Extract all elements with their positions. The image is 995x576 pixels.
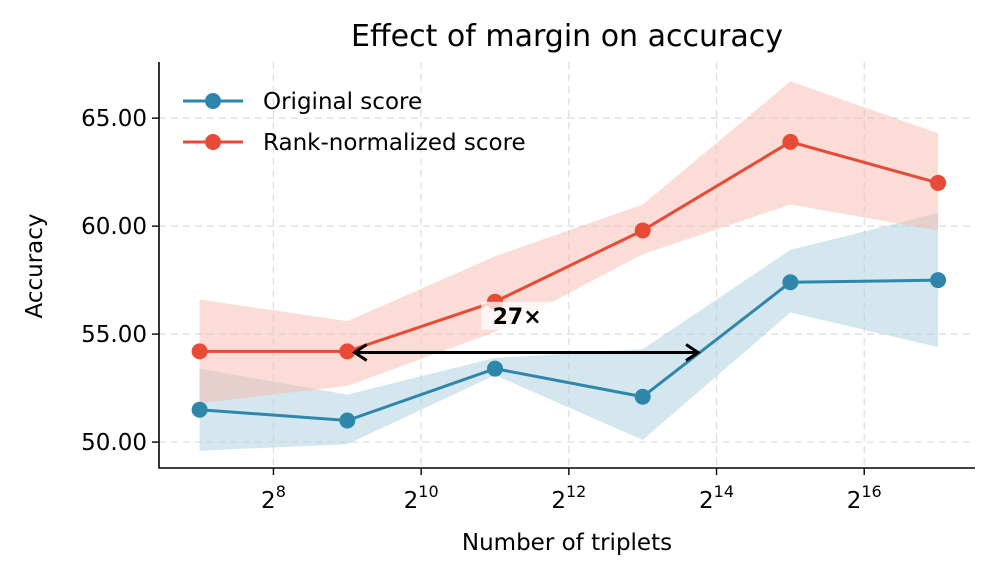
y-tick-label: 50.00 <box>81 430 147 456</box>
line-rank-normalized <box>199 140 939 353</box>
annotation-label: 27× <box>493 305 542 330</box>
point-original <box>634 388 651 405</box>
confidence-bands <box>199 81 939 451</box>
point-original <box>191 401 208 418</box>
y-tick-label: 60.00 <box>81 214 147 240</box>
point-original <box>339 412 356 429</box>
y-tick-label: 65.00 <box>81 106 147 132</box>
x-tick-label: 212 <box>551 482 586 514</box>
point-rank-normalized <box>634 222 651 239</box>
legend-marker-rank-normalized <box>205 134 221 150</box>
point-rank-normalized <box>930 174 947 191</box>
point-rank-normalized <box>191 343 208 360</box>
x-tick-label: 216 <box>847 482 882 514</box>
point-rank-normalized <box>339 343 356 360</box>
band-rank-normalized <box>199 81 939 404</box>
x-ticks: 28 210 212 214 216 <box>261 468 882 514</box>
chart-title: Effect of margin on accuracy <box>351 19 783 54</box>
series-markers <box>191 133 947 429</box>
axes <box>158 62 975 469</box>
x-tick-label: 210 <box>404 482 439 514</box>
point-rank-normalized <box>782 133 799 150</box>
annotation-arrowhead-right <box>685 343 701 362</box>
band-original <box>199 213 939 451</box>
annotation: 27× <box>351 301 701 362</box>
point-original <box>782 274 799 291</box>
y-axis-label: Accuracy <box>22 213 48 318</box>
legend-marker-original <box>205 93 221 109</box>
y-tick-label: 55.00 <box>81 322 147 348</box>
y-ticks: 50.00 55.00 60.00 65.00 <box>81 106 159 456</box>
legend: Original score Rank-normalized score <box>183 89 526 156</box>
x-tick-label: 28 <box>261 482 286 514</box>
annotation-arrowhead-left <box>351 343 368 362</box>
point-original <box>930 272 947 289</box>
annotation-label-bg <box>481 301 554 330</box>
line-original <box>199 278 939 423</box>
x-tick-label: 214 <box>699 482 734 514</box>
legend-label-rank-normalized: Rank-normalized score <box>263 130 526 156</box>
point-original <box>487 360 503 377</box>
legend-label-original: Original score <box>263 89 422 115</box>
series-lines <box>199 140 939 423</box>
x-axis-label: Number of triplets <box>462 530 672 556</box>
